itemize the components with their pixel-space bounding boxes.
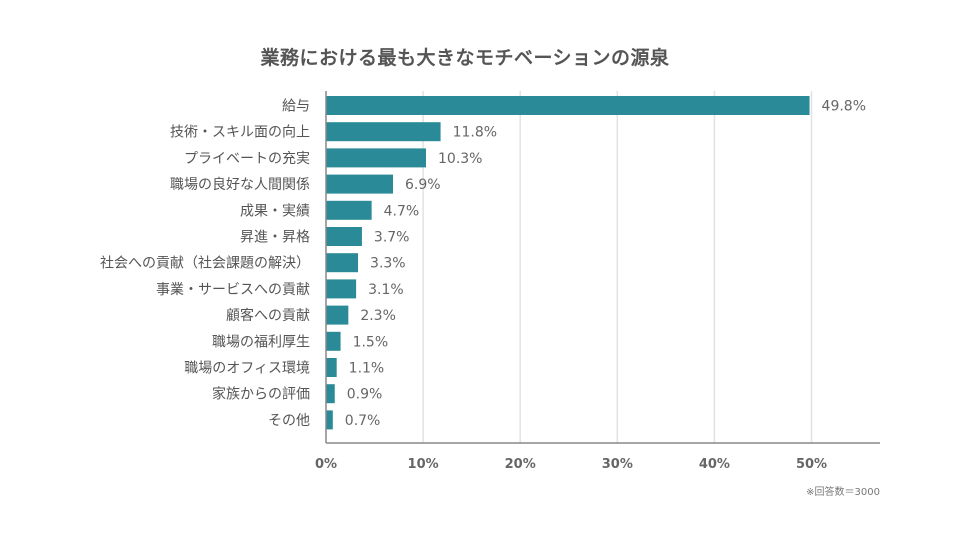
category-label-0: 給与 — [282, 99, 310, 115]
category-label-6: 社会への貢献（社会課題の解決） — [100, 256, 310, 272]
category-label-1: 技術・スキル面の向上 — [170, 125, 310, 141]
bar-8 — [326, 305, 349, 325]
category-label-7: 事業・サービスへの貢献 — [156, 282, 310, 298]
response-count-note: ※回答数＝3000 — [806, 487, 880, 498]
value-label-1: 11.8% — [453, 125, 497, 141]
bar-10 — [326, 358, 337, 377]
category-label-10: 職場のオフィス環境 — [184, 361, 310, 377]
bar-1 — [326, 122, 441, 142]
bar-11 — [326, 384, 335, 404]
bar-4 — [326, 200, 372, 220]
bar-5 — [326, 227, 362, 246]
value-label-7: 3.1% — [368, 282, 404, 298]
category-label-9: 職場の福利厚生 — [212, 334, 310, 350]
value-label-9: 1.5% — [353, 334, 389, 350]
value-label-2: 10.3% — [438, 151, 482, 167]
category-label-12: その他 — [268, 413, 310, 429]
category-label-3: 職場の良好な人間関係 — [170, 177, 310, 193]
x-tick-label-50: 50% — [796, 457, 827, 472]
bar-6 — [326, 253, 359, 273]
value-label-11: 0.9% — [347, 387, 383, 403]
category-label-8: 顧客への貢献 — [226, 307, 310, 324]
x-tick-label-20: 20% — [505, 457, 536, 472]
value-label-10: 1.1% — [349, 361, 385, 377]
x-tick-label-30: 30% — [602, 457, 633, 472]
x-tick-label-0: 0% — [315, 457, 337, 472]
category-label-11: 家族からの評価 — [212, 386, 310, 403]
value-label-8: 2.3% — [360, 308, 396, 324]
x-tick-label-40: 40% — [699, 457, 730, 472]
value-label-5: 3.7% — [374, 230, 410, 246]
value-label-0: 49.8% — [822, 99, 866, 115]
bar-7 — [326, 279, 357, 299]
x-tick-label-10: 10% — [408, 457, 439, 472]
bar-12 — [326, 410, 333, 430]
bar-0 — [326, 96, 810, 115]
bar-2 — [326, 148, 427, 168]
value-label-3: 6.9% — [405, 177, 441, 193]
chart-title: 業務における最も大きなモチベーションの源泉 — [260, 47, 670, 69]
bar-9 — [326, 331, 341, 351]
category-label-5: 昇進・昇格 — [240, 230, 310, 246]
bar-3 — [326, 174, 393, 194]
category-label-4: 成果・実績 — [240, 203, 310, 219]
value-label-12: 0.7% — [345, 413, 381, 429]
value-label-4: 4.7% — [384, 203, 420, 219]
value-label-6: 3.3% — [370, 256, 406, 272]
category-label-2: プライベートの充実 — [184, 151, 310, 167]
